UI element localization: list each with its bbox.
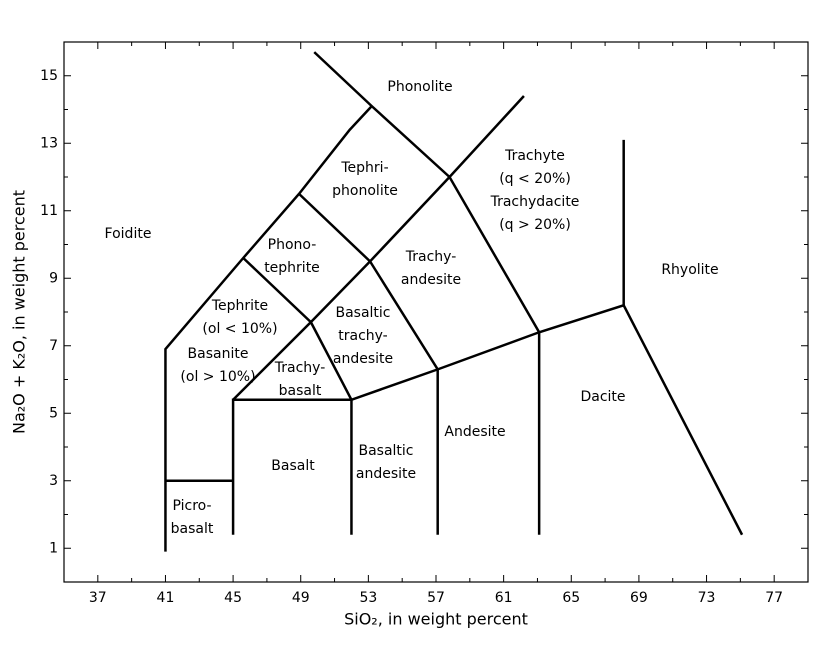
y-tick-label: 3 bbox=[49, 473, 58, 489]
field-boundary bbox=[298, 192, 439, 535]
field-label: Basaltic bbox=[358, 443, 413, 459]
field-label: andesite bbox=[356, 466, 416, 482]
x-tick-label: 45 bbox=[224, 590, 242, 606]
field-label: Tephrite bbox=[211, 298, 268, 314]
field-boundary bbox=[164, 105, 373, 552]
field-label: Dacite bbox=[580, 389, 625, 405]
field-label: Picro- bbox=[172, 498, 211, 514]
x-tick-label: 41 bbox=[157, 590, 175, 606]
field-boundary bbox=[231, 303, 744, 536]
field-label: (q < 20%) bbox=[499, 171, 571, 187]
field-boundary bbox=[313, 51, 541, 535]
field-label: Tephri- bbox=[340, 160, 388, 176]
field-label: Rhyolite bbox=[661, 262, 718, 278]
field-label: tephrite bbox=[264, 260, 320, 276]
y-tick-label: 7 bbox=[49, 338, 58, 354]
y-tick-label: 5 bbox=[49, 405, 58, 421]
x-tick-label: 49 bbox=[292, 590, 310, 606]
x-tick-label: 69 bbox=[630, 590, 648, 606]
x-tick-label: 65 bbox=[562, 590, 580, 606]
field-label: Basaltic bbox=[335, 305, 390, 321]
y-tick-label: 11 bbox=[40, 203, 58, 219]
field-label: Phonolite bbox=[387, 79, 452, 95]
field-label: Trachyte bbox=[504, 148, 565, 164]
x-axis-title: SiO₂, in weight percent bbox=[344, 610, 528, 629]
x-tick-label: 53 bbox=[359, 590, 377, 606]
field-label: (ol > 10%) bbox=[180, 369, 255, 385]
y-tick-label: 1 bbox=[49, 540, 58, 556]
field-label: Foidite bbox=[105, 226, 152, 242]
field-boundary bbox=[232, 320, 353, 535]
y-tick-label: 9 bbox=[49, 270, 58, 286]
field-label: trachy- bbox=[338, 328, 388, 344]
field-label: phonolite bbox=[332, 183, 398, 199]
field-label: Phono- bbox=[268, 237, 317, 253]
y-tick-label: 15 bbox=[40, 68, 58, 84]
field-label: andesite bbox=[333, 351, 393, 367]
field-label: Trachy- bbox=[274, 360, 326, 376]
y-axis-title: Na₂O + K₂O, in weight percent bbox=[10, 190, 29, 434]
x-tick-label: 77 bbox=[765, 590, 783, 606]
field-label: (q > 20%) bbox=[499, 217, 571, 233]
field-label: Trachydacite bbox=[490, 194, 580, 210]
field-label: Basalt bbox=[271, 458, 315, 474]
field-label: andesite bbox=[401, 272, 461, 288]
field-label: (ol < 10%) bbox=[202, 321, 277, 337]
field-label: basalt bbox=[171, 521, 214, 537]
field-label: basalt bbox=[279, 383, 322, 399]
field-label: Basanite bbox=[188, 346, 249, 362]
x-tick-label: 37 bbox=[89, 590, 107, 606]
y-tick-label: 13 bbox=[40, 135, 58, 151]
x-tick-label: 73 bbox=[698, 590, 716, 606]
field-label: Trachy- bbox=[405, 249, 457, 265]
x-tick-label: 61 bbox=[495, 590, 513, 606]
x-tick-label: 57 bbox=[427, 590, 445, 606]
field-label: Andesite bbox=[444, 424, 505, 440]
